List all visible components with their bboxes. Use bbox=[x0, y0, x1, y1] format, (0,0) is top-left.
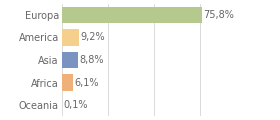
Text: 0,1%: 0,1% bbox=[63, 100, 88, 110]
Text: 6,1%: 6,1% bbox=[74, 78, 99, 88]
Bar bbox=[62, 7, 202, 23]
Text: 9,2%: 9,2% bbox=[80, 32, 105, 42]
Bar bbox=[62, 52, 78, 68]
Text: 8,8%: 8,8% bbox=[79, 55, 104, 65]
Text: 75,8%: 75,8% bbox=[203, 10, 234, 20]
Bar bbox=[62, 74, 73, 91]
Bar bbox=[62, 29, 79, 46]
